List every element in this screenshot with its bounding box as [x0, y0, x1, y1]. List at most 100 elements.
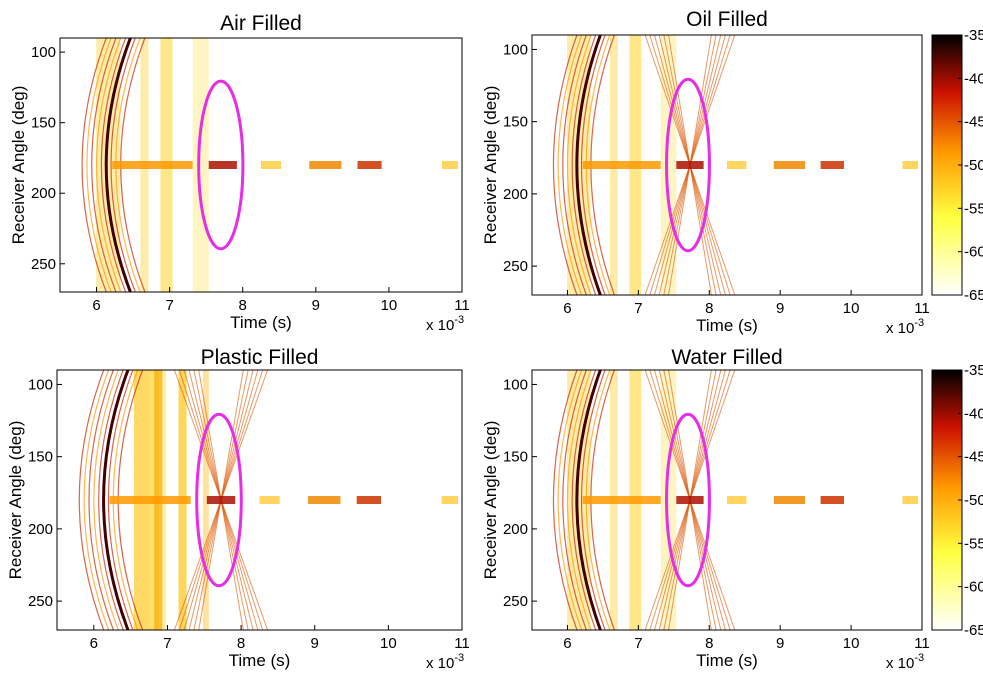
x-tick-label: 7	[165, 297, 173, 314]
x-multiplier-base: x 10	[886, 320, 914, 337]
colorbar-tick-label: -65	[964, 622, 983, 639]
arc	[107, 370, 134, 630]
arc	[78, 370, 105, 630]
arc	[581, 35, 606, 295]
colorbar-tick-label: -50	[964, 157, 983, 174]
arc	[566, 370, 592, 630]
arc	[562, 370, 588, 630]
arc	[575, 370, 603, 630]
colorbar-tick-label: -55	[964, 535, 983, 552]
chart-title: Oil Filled	[686, 8, 768, 31]
x-tick-label: 7	[634, 300, 642, 317]
x-tick-label: 8	[705, 300, 713, 317]
x-tick-label: 11	[454, 297, 470, 314]
x-multiplier-exponent: -3	[454, 314, 464, 326]
x-tick-label: 7	[163, 635, 171, 652]
echo	[356, 496, 381, 504]
y-tick-label: 150	[503, 114, 528, 131]
echo	[259, 496, 280, 504]
echo	[309, 161, 342, 169]
chart-title: Plastic Filled	[201, 346, 319, 369]
echo	[820, 161, 844, 169]
arc	[562, 35, 588, 295]
x-axis-label: Time (s)	[230, 313, 292, 332]
arc	[104, 38, 133, 292]
colorbar	[931, 369, 963, 631]
x-multiplier: x 10-3	[426, 652, 464, 672]
x-tick-label: 8	[237, 635, 245, 652]
y-tick-label: 200	[503, 186, 528, 203]
y-axis-label: Receiver Angle (deg)	[481, 421, 500, 580]
x-tick-label: 11	[914, 635, 930, 652]
colorbar-tick-label: -55	[964, 200, 983, 217]
echo	[109, 496, 191, 504]
plot-frame	[531, 369, 923, 631]
echo	[308, 496, 341, 504]
y-tick-label: 100	[503, 41, 528, 58]
x-tick-label: 11	[914, 300, 930, 317]
arc	[81, 38, 108, 292]
x-tick-label: 9	[776, 635, 784, 652]
x-tick-label: 10	[843, 635, 860, 652]
panel: 6 7 8 9 10 11 100 150 200 250 Oil Filled Time (s) Re…	[481, 8, 983, 337]
arc	[86, 38, 112, 292]
arc	[552, 370, 578, 630]
colorbar-tick-label: -40	[964, 70, 983, 87]
x-multiplier-exponent: -3	[914, 652, 924, 664]
annotation-ellipse	[665, 77, 711, 253]
arc	[575, 35, 603, 295]
band	[202, 370, 209, 630]
x-multiplier: x 10-3	[426, 314, 464, 334]
y-tick-label: 100	[503, 376, 528, 393]
x-tick-label: 9	[776, 300, 784, 317]
y-tick-label: 150	[31, 115, 56, 132]
arc	[102, 370, 130, 630]
echo	[441, 496, 458, 504]
x-tick-label: 8	[239, 297, 247, 314]
y-axis-label: Receiver Angle (deg)	[6, 421, 25, 580]
annotation-ellipse	[195, 412, 243, 588]
arc	[96, 38, 122, 292]
y-tick-label: 150	[28, 449, 53, 466]
panel: 6 7 8 9 10 11 100 150 200 250 Plastic Filled Time (…	[6, 346, 470, 672]
arc	[110, 38, 136, 292]
arc	[552, 35, 578, 295]
arc	[557, 35, 583, 295]
echo	[206, 496, 236, 504]
x-multiplier: x 10-3	[886, 652, 924, 672]
band	[192, 38, 209, 292]
echo	[727, 496, 747, 504]
arc	[571, 370, 597, 630]
arc	[93, 370, 119, 630]
echo	[112, 161, 193, 169]
echo	[727, 161, 747, 169]
y-tick-label: 200	[31, 185, 56, 202]
y-tick-label: 250	[503, 593, 528, 610]
y-tick-label: 200	[503, 521, 528, 538]
colorbar-tick-label: -50	[964, 492, 983, 509]
plot-frame	[56, 369, 463, 631]
echo	[676, 161, 704, 169]
x-tick-label: 9	[312, 297, 320, 314]
x-multiplier-base: x 10	[426, 655, 454, 672]
colorbar-tick-label: -40	[964, 405, 983, 422]
chart-title: Water Filled	[671, 346, 782, 369]
colorbar-tick-label: -35	[964, 362, 983, 379]
echo	[208, 161, 237, 169]
x-tick-label: 11	[454, 635, 470, 652]
x-tick-label: 6	[90, 635, 98, 652]
y-axis-label: Receiver Angle (deg)	[9, 86, 28, 245]
annotation-ellipse	[665, 412, 711, 588]
colorbar-tick-label: -35	[964, 27, 983, 44]
x-multiplier-base: x 10	[426, 317, 454, 334]
panel: 6 7 8 9 10 11 100 150 200 250 Water Filled Time (s)…	[481, 346, 983, 672]
arc	[83, 370, 110, 630]
x-tick-label: 10	[380, 635, 397, 652]
arc	[88, 370, 115, 630]
x-axis-label: Time (s)	[696, 651, 758, 670]
colorbar	[931, 34, 963, 296]
echo	[582, 496, 661, 504]
y-tick-label: 250	[503, 258, 528, 275]
echo	[773, 161, 805, 169]
